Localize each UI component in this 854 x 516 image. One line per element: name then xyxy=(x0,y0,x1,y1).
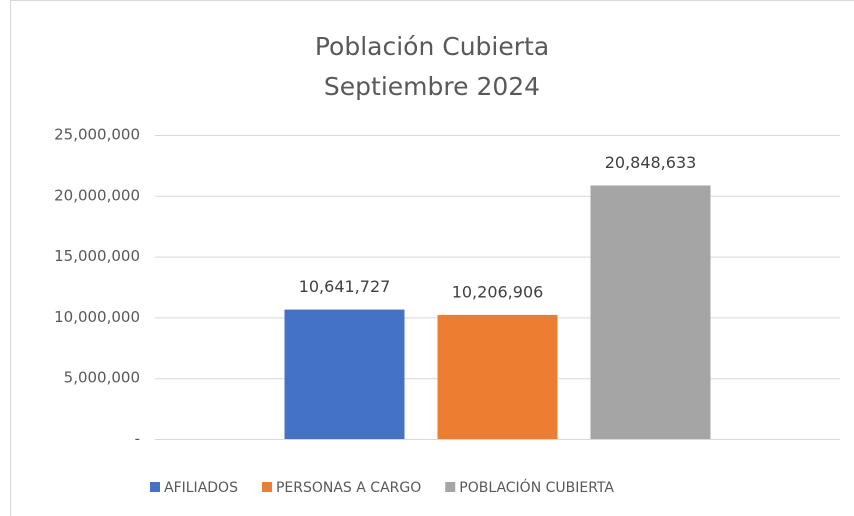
legend-label: PERSONAS A CARGO xyxy=(276,480,421,496)
y-tick-label: 25,000,000 xyxy=(54,126,140,144)
legend-label: AFILIADOS xyxy=(164,480,238,496)
chart-title: Población Cubierta xyxy=(315,32,549,61)
y-tick-label: 20,000,000 xyxy=(54,186,140,204)
y-tick-label: 5,000,000 xyxy=(64,369,140,387)
y-tick-label: 10,000,000 xyxy=(54,308,140,326)
legend-label: POBLACIÓN CUBIERTA xyxy=(459,478,614,496)
legend-swatch xyxy=(261,482,272,492)
bar xyxy=(590,185,711,439)
bar xyxy=(437,314,558,439)
chart-frame xyxy=(10,0,854,516)
data-label: 10,206,906 xyxy=(452,282,544,301)
data-label: 10,641,727 xyxy=(299,277,391,296)
legend-swatch xyxy=(150,482,160,492)
y-tick-label: - xyxy=(135,430,140,448)
legend-swatch xyxy=(445,482,456,492)
chart-subtitle: Septiembre 2024 xyxy=(324,72,540,101)
bar xyxy=(284,309,405,439)
data-label: 20,848,633 xyxy=(605,153,697,172)
y-tick-label: 15,000,000 xyxy=(54,247,140,265)
